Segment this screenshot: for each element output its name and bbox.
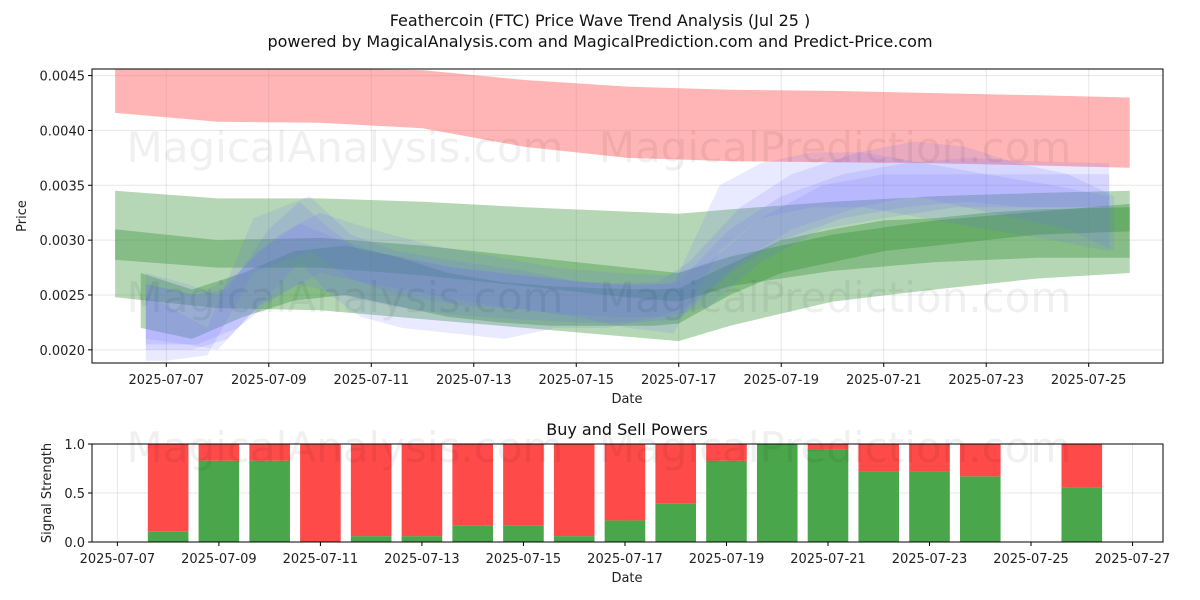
buy-bar-14 [858,471,900,542]
price-x-tick-label-2: 2025-07-11 [333,373,409,388]
watermark-right-mid: MagicalPrediction.com [599,273,1072,322]
buy-bar-7 [503,525,544,542]
band-blue-3 [145,157,1110,350]
signal-x-tick-label-2: 2025-07-11 [283,552,359,567]
buy-bar-17 [1061,487,1103,542]
signal-x-tick-label-9: 2025-07-25 [993,552,1069,567]
band-red-band [115,69,1130,168]
chart-title: Feathercoin (FTC) Price Wave Trend Analy… [390,11,811,30]
sell-bar-16 [959,444,1001,477]
price-y-tick-label-5: 0.0045 [40,70,86,85]
signal-title: Buy and Sell Powers [546,420,708,439]
buy-bar-13 [807,449,849,542]
buy-bar-6 [452,525,493,542]
buy-bar-16 [959,476,1001,542]
signal-x-tick-label-8: 2025-07-23 [892,552,968,567]
price-x-tick-label-8: 2025-07-23 [948,373,1024,388]
band-blue-1 [145,152,1110,361]
price-plot-frame [91,68,1164,364]
price-x-tick-label-1: 2025-07-09 [231,373,307,388]
sell-bar-17 [1061,444,1103,488]
price-x-tick-label-3: 2025-07-13 [436,373,512,388]
signal-x-tick-label-1: 2025-07-09 [181,552,257,567]
price-x-tick-label-9: 2025-07-25 [1051,373,1127,388]
watermark-right-top: MagicalPrediction.com [599,123,1072,172]
signal-x-tick-label-3: 2025-07-13 [384,552,460,567]
signal-x-tick-label-4: 2025-07-15 [486,552,562,567]
price-x-tick-label-4: 2025-07-15 [538,373,614,388]
watermark-left-mid: MagicalAnalysis.com [127,273,564,322]
signal-y-tick-label-0: 0.0 [64,536,85,551]
price-y-tick-label-2: 0.0030 [40,234,86,249]
sell-bar-9 [604,444,646,521]
band-green-wide [115,190,1130,342]
buy-bar-1 [198,460,240,542]
buy-bar-4 [350,536,392,542]
watermark-left-top: MagicalAnalysis.com [127,123,564,172]
sell-bar-14 [858,444,900,472]
chart-subtitle: powered by MagicalAnalysis.com and Magic… [267,32,932,51]
buy-bar-12 [756,444,798,542]
price-bands [115,69,1130,361]
sell-bar-10 [655,444,697,504]
price-x-tick-label-6: 2025-07-19 [743,373,819,388]
band-blue-2 [145,141,1115,350]
price-y-axis-label: Price [15,200,30,232]
price-y-tick-label-0: 0.0020 [40,344,86,359]
buy-bar-10 [655,503,697,542]
price-x-tick-label-7: 2025-07-21 [846,373,922,388]
buy-bar-2 [249,460,290,542]
sell-bar-4 [350,444,392,537]
signal-x-ticks: 2025-07-07 2025-07-09 2025-07-11 2025-07-13… [80,542,1171,567]
sell-bar-0 [147,444,189,532]
sell-bar-15 [909,444,950,472]
signal-y-tick-label-1: 0.5 [64,487,85,502]
sell-bar-13 [807,444,849,450]
buy-bar-0 [147,531,189,542]
price-panel: MagicalAnalysis.com MagicalPrediction.co… [15,68,1164,407]
buy-bar-15 [909,471,950,542]
band-green-lower [140,207,1130,339]
price-x-tick-label-5: 2025-07-17 [641,373,717,388]
sell-bar-6 [452,444,493,526]
buy-bar-5 [401,536,443,542]
signal-y-tick-label-2: 1.0 [64,438,85,453]
buy-bar-11 [706,460,747,542]
signal-y-ticks: 0.0 0.5 1.0 [64,438,92,551]
sell-bar-1 [198,444,240,461]
price-y-tick-label-4: 0.0040 [40,124,86,139]
sell-bar-3 [300,444,341,542]
signal-panel: Buy and Sell Powers MagicalAnalysis.com … [40,420,1170,586]
price-y-ticks: 0.0020 0.0025 0.0030 0.0035 0.0040 0.0045 [40,70,92,359]
sell-bar-8 [553,444,595,537]
sell-bar-5 [401,444,443,537]
signal-x-tick-label-5: 2025-07-17 [587,552,663,567]
watermark-left-bottom: MagicalAnalysis.com [127,423,564,472]
band-green-mid [115,203,1130,302]
signal-bars [147,444,1103,542]
buy-bar-9 [604,520,646,542]
signal-x-tick-label-6: 2025-07-19 [689,552,765,567]
buy-bar-8 [553,536,595,542]
price-x-tick-label-0: 2025-07-07 [129,373,205,388]
price-x-ticks: 2025-07-07 2025-07-09 2025-07-11 2025-07-13… [129,363,1127,388]
price-y-tick-label-1: 0.0025 [40,289,86,304]
signal-x-tick-label-7: 2025-07-21 [790,552,866,567]
sell-bar-7 [503,444,544,526]
signal-x-axis-label: Date [611,571,642,586]
watermark-right-bottom: MagicalPrediction.com [599,423,1072,472]
band-blue-4 [145,174,1110,345]
sell-bar-2 [249,444,290,461]
price-x-axis-label: Date [611,392,642,407]
signal-y-axis-label: Signal Strength [40,443,55,543]
price-y-tick-label-3: 0.0035 [40,179,86,194]
signal-x-tick-label-10: 2025-07-27 [1095,552,1171,567]
sell-bar-11 [706,444,747,461]
signal-x-tick-label-0: 2025-07-07 [80,552,156,567]
